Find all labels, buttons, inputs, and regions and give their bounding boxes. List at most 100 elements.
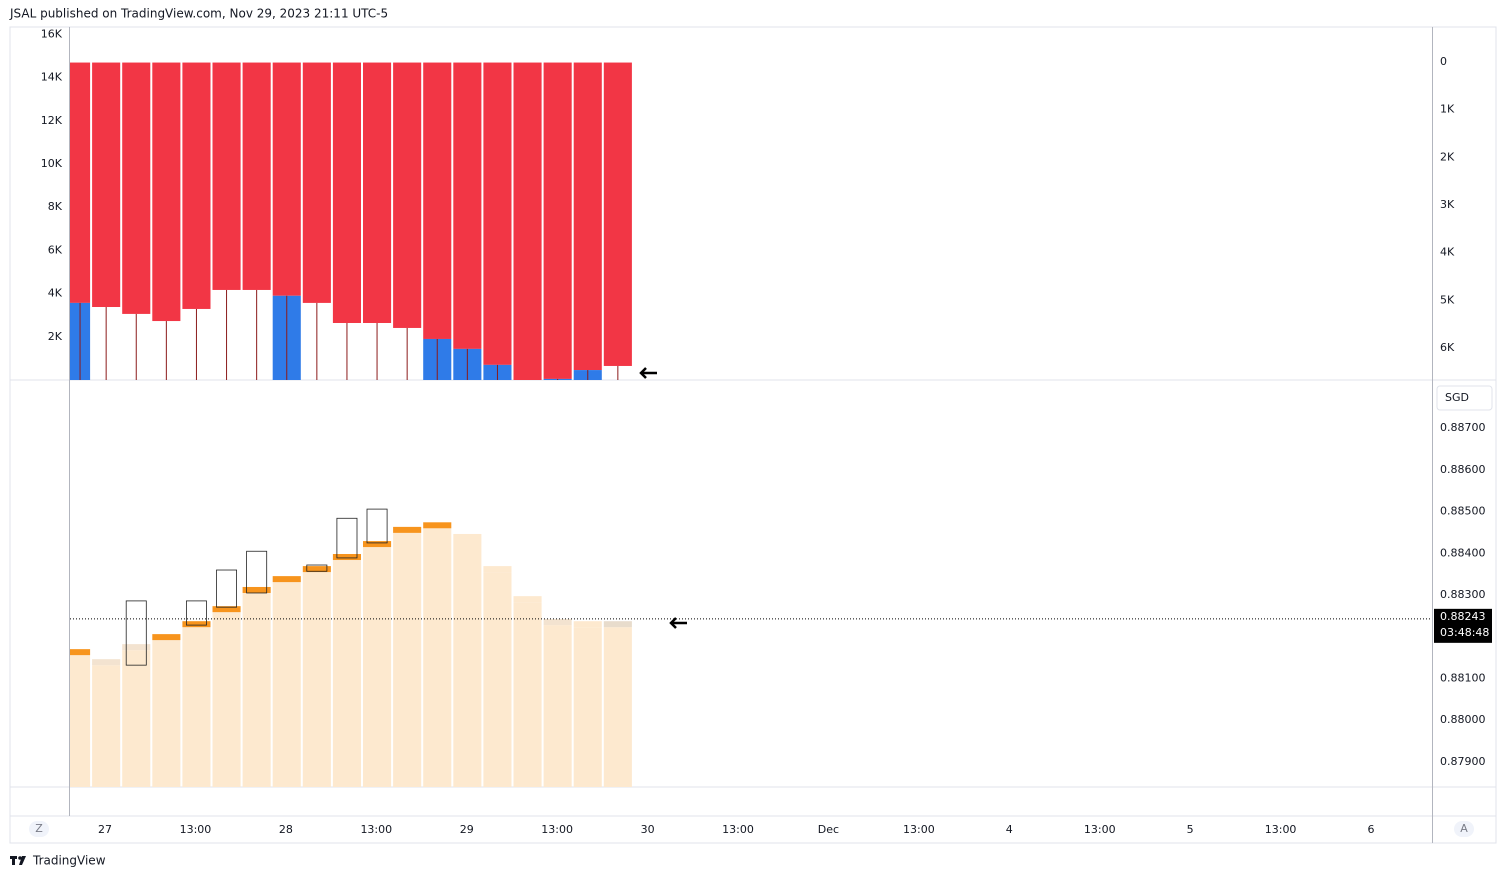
bar-top [363,541,392,548]
y-tick-label: 0.88300 [1440,588,1486,601]
hollow-bar [306,564,328,572]
hollow-bar [366,508,388,544]
bar [423,62,452,339]
bar-top [152,634,181,641]
bar-top [122,644,151,651]
bar-top [242,586,271,593]
price-label-box [1434,608,1492,643]
x-tick-label: Dec [818,823,839,836]
hollow-bar [336,517,358,559]
bar-top [272,576,301,583]
currency: SGD [1445,391,1469,404]
bar [92,665,121,787]
y2-tick-label: 1K [1440,103,1455,116]
x-tick-label: 28 [279,823,293,836]
bar [182,62,211,309]
arrow [669,617,687,629]
bar-top [212,606,241,613]
bar [363,547,392,787]
bar [182,627,211,787]
x-tick-label: 13:00 [903,823,935,836]
y-tick-label: 14K [41,71,63,84]
frame [9,26,1497,844]
y-tick-label: 12K [41,114,63,127]
bar [363,62,392,323]
button[interactable] [29,821,49,837]
x-tick-label: 13:00 [1084,823,1116,836]
bar [332,560,361,787]
bar [393,532,422,787]
x-tick-label: 29 [460,823,474,836]
y-tick-label: 0.87900 [1440,755,1486,768]
y-tick-label: 0.88700 [1440,421,1486,434]
bar [122,650,151,787]
y2-tick-label: 6K [1440,341,1455,354]
x-tick-label: 4 [1006,823,1013,836]
bar [513,62,542,380]
bar-top [332,554,361,561]
bar [603,627,632,787]
bar [573,627,602,787]
bar [152,640,181,787]
y-tick-label: 0.88100 [1440,672,1486,685]
y2-tick-label: 2K [1440,150,1455,163]
y-tick-label: 6K [48,243,63,256]
countdown: 03:48:48 [1440,626,1489,639]
bar [393,62,422,328]
bar-top [603,621,632,628]
bar [483,572,512,787]
bar-top [453,533,482,540]
bar [423,528,452,787]
price-label: 0.88243 [1440,610,1486,623]
bar-top [573,621,602,628]
bar [122,62,151,314]
y-tick-label: 0.88000 [1440,713,1486,726]
y-tick-label: 2K [48,330,63,343]
bar [543,625,572,787]
y2-tick-label: 0 [1440,55,1447,68]
hollow-bar [216,569,238,608]
y-tick-label: 16K [41,27,63,40]
currency-box[interactable] [1436,385,1493,411]
bar [212,62,241,290]
bar [513,602,542,787]
bar [302,572,331,787]
bar-top [182,621,211,628]
y-tick-label: 0.88400 [1440,546,1486,559]
bar [70,62,91,303]
x-tick-label: 13:00 [180,823,212,836]
bar [453,539,482,787]
y2-tick-label: 3K [1440,198,1455,211]
bar [332,62,361,323]
bar-top [393,526,422,533]
bar-top [423,522,452,529]
bar [242,62,271,290]
bar [573,62,602,371]
bar-top [513,596,542,603]
x-tick-label: 13:00 [541,823,573,836]
hollow-bar [185,600,207,626]
y-tick-label: 8K [48,200,63,213]
bar [92,62,121,308]
y-tick-label: 0.88500 [1440,505,1486,518]
x-tick-label: 30 [641,823,655,836]
button[interactable] [1454,821,1474,837]
x-tick-label: 5 [1187,823,1194,836]
x-tick-label: 27 [98,823,112,836]
bar [603,62,632,366]
hollow-bar [125,600,147,666]
y-tick-label: 0.88600 [1440,463,1486,476]
bar [272,62,301,296]
y-tick-label: 4K [48,287,63,300]
x-tick-label: 13:00 [1265,823,1297,836]
bar [152,62,181,322]
hollow-bar [246,550,268,594]
bar [212,612,241,787]
y-tick-label: 10K [41,157,63,170]
bar [453,62,482,349]
bar-top [543,619,572,626]
button-label: Z [35,822,43,835]
bar [242,592,271,787]
footer-brand: TradingView [32,854,106,868]
bar [483,62,512,365]
